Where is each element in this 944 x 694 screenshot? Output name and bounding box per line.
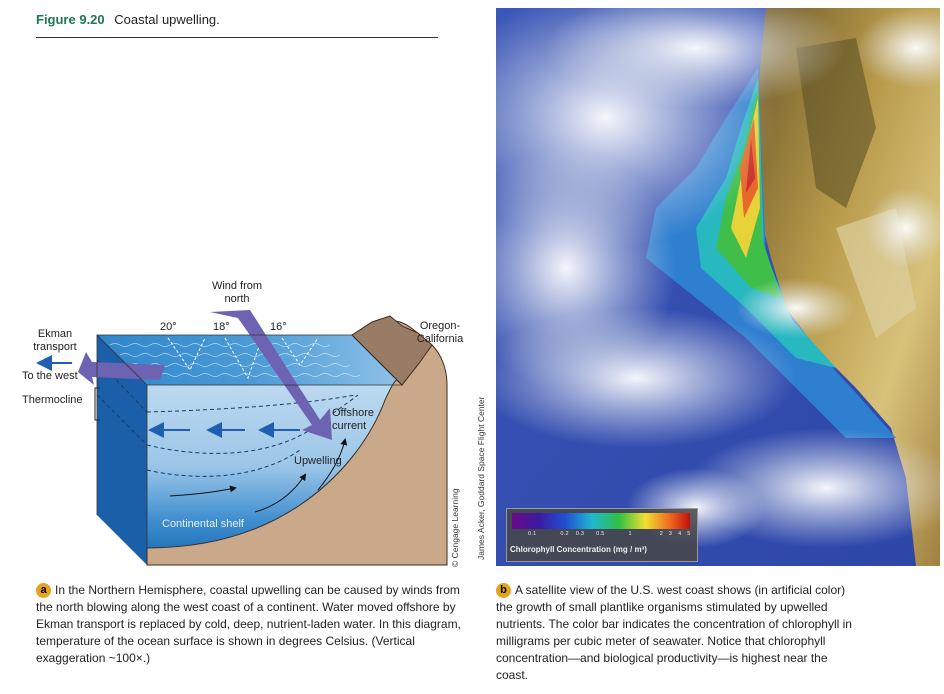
upwelling-arrows xyxy=(169,438,348,513)
ekman-label-line1: Ekman xyxy=(37,328,73,340)
cbar-tick-1: 0.1 xyxy=(528,531,537,537)
region-label: Oregon- California xyxy=(410,320,470,346)
ekman-label: Ekman transport xyxy=(22,328,88,354)
offshore-label-line2: current xyxy=(332,420,367,432)
caption-b-text: A satellite view of the U.S. west coast … xyxy=(496,583,852,682)
figure-number: Figure 9.20 xyxy=(36,12,105,27)
ekman-arrow xyxy=(78,352,165,385)
offshore-label: Offshore current xyxy=(332,407,374,433)
ekman-label-line2: transport xyxy=(33,341,77,353)
cbar-tick-4: 0.5 xyxy=(596,531,605,537)
cbar-tick-9: 5 xyxy=(687,531,691,537)
to-west-label: To the west xyxy=(22,370,78,382)
cbar-tick-5: 1 xyxy=(628,531,632,537)
region-label-line2: California xyxy=(416,333,464,345)
surface-isotherms xyxy=(167,337,319,380)
satellite-image xyxy=(496,8,940,566)
satellite-credit: James Acker, Goddard Space Flight Center xyxy=(476,396,486,560)
colorbar-ticks: 0.1 0.2 0.3 0.5 1 2 3 4 5 xyxy=(512,531,691,537)
thermocline-label: Thermocline xyxy=(22,394,83,406)
wind-label-line2: north xyxy=(224,293,250,305)
thermocline-bracket xyxy=(94,387,100,421)
figure-title: Figure 9.20 Coastal upwelling. xyxy=(36,12,220,27)
wind-label-line1: Wind from xyxy=(211,280,263,292)
caption-b-badge: b xyxy=(496,583,511,598)
wind-arrow xyxy=(210,310,332,440)
block-left-face xyxy=(97,335,147,565)
cbar-tick-6: 2 xyxy=(659,531,664,537)
satellite-render xyxy=(496,8,940,566)
shelf-label: Continental shelf xyxy=(162,518,244,530)
caption-a: a In the Northern Hemisphere, coastal upw… xyxy=(36,582,476,667)
coastal-range xyxy=(351,315,433,386)
thermocline-lines xyxy=(96,359,359,477)
ocean-surface xyxy=(97,335,402,385)
caption-a-badge: a xyxy=(36,583,51,598)
temp-label-20: 20° xyxy=(160,321,177,333)
title-rule xyxy=(36,37,438,38)
figure-title-text: Coastal upwelling. xyxy=(114,12,220,27)
colorbar-title: Chlorophyll Concentration (mg / m³) xyxy=(510,545,647,554)
offshore-label-line1: Offshore xyxy=(332,407,374,419)
region-label-line1: Oregon- xyxy=(419,320,461,332)
cbar-tick-8: 4 xyxy=(678,531,682,537)
cbar-tick-2: 0.2 xyxy=(560,531,569,537)
colorbar-gradient xyxy=(512,513,690,529)
upwelling-diagram xyxy=(36,310,448,566)
coastal-land xyxy=(146,320,448,566)
diagram-credit: © Cengage Learning xyxy=(450,488,460,567)
upwelling-label: Upwelling xyxy=(294,455,342,467)
wind-label: Wind from north xyxy=(205,280,269,306)
temp-label-18: 18° xyxy=(213,321,230,333)
cbar-tick-7: 3 xyxy=(668,531,673,537)
cbar-tick-3: 0.3 xyxy=(575,531,585,537)
temp-label-16: 16° xyxy=(270,321,287,333)
caption-a-text: In the Northern Hemisphere, coastal upwe… xyxy=(36,583,461,665)
